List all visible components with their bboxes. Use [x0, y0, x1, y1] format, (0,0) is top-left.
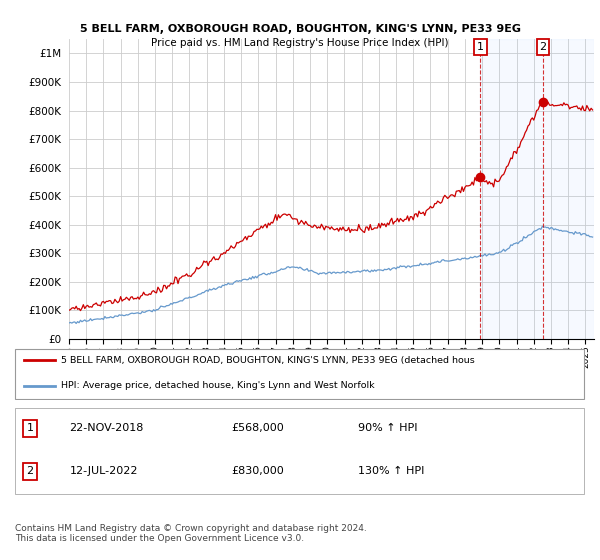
FancyBboxPatch shape: [15, 408, 584, 494]
Text: Price paid vs. HM Land Registry's House Price Index (HPI): Price paid vs. HM Land Registry's House …: [151, 38, 449, 48]
FancyBboxPatch shape: [15, 349, 584, 399]
Text: HPI: Average price, detached house, King's Lynn and West Norfolk: HPI: Average price, detached house, King…: [61, 381, 374, 390]
Text: 5 BELL FARM, OXBOROUGH ROAD, BOUGHTON, KING'S LYNN, PE33 9EG (detached hous: 5 BELL FARM, OXBOROUGH ROAD, BOUGHTON, K…: [61, 356, 475, 365]
Text: 22-NOV-2018: 22-NOV-2018: [70, 423, 144, 433]
Text: 130% ↑ HPI: 130% ↑ HPI: [358, 466, 424, 477]
Text: £568,000: £568,000: [231, 423, 284, 433]
Text: 90% ↑ HPI: 90% ↑ HPI: [358, 423, 417, 433]
Text: Contains HM Land Registry data © Crown copyright and database right 2024.
This d: Contains HM Land Registry data © Crown c…: [15, 524, 367, 543]
Bar: [481, 39, 594, 339]
Text: 5 BELL FARM, OXBOROUGH ROAD, BOUGHTON, KING'S LYNN, PE33 9EG: 5 BELL FARM, OXBOROUGH ROAD, BOUGHTON, K…: [79, 24, 521, 34]
Text: £830,000: £830,000: [231, 466, 284, 477]
Text: 12-JUL-2022: 12-JUL-2022: [70, 466, 138, 477]
Text: 2: 2: [539, 42, 547, 52]
Text: 1: 1: [26, 423, 34, 433]
Text: 2: 2: [26, 466, 34, 477]
Text: 1: 1: [477, 42, 484, 52]
